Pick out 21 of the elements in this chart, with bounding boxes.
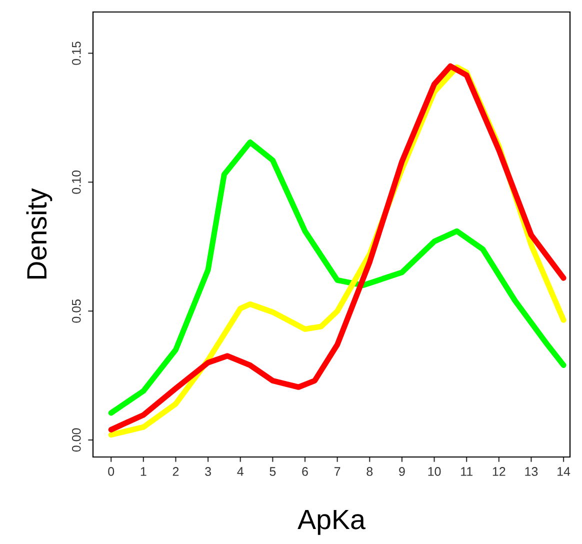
y-tick-label: 0.15 [72, 42, 81, 65]
x-tick-label: 9 [399, 467, 405, 476]
y-tick-label: 0.05 [72, 299, 81, 323]
x-tick-label: 13 [525, 467, 538, 476]
x-axis-title: ApKa [298, 510, 366, 535]
x-tick-label: 14 [558, 467, 570, 476]
x-tick-label: 10 [428, 467, 441, 476]
x-tick-label: 11 [461, 467, 472, 476]
x-tick-label: 1 [140, 467, 146, 476]
x-tick-label: 3 [205, 467, 211, 476]
x-tick-label: 0 [108, 467, 114, 476]
x-tick-label: 4 [237, 467, 244, 476]
x-tick-label: 5 [270, 467, 276, 476]
x-tick-label: 12 [492, 467, 506, 476]
y-tick-label: 0.00 [72, 428, 81, 452]
x-tick-label: 8 [366, 467, 373, 476]
x-tick-label: 7 [334, 467, 340, 476]
y-axis-title: Density [26, 188, 52, 279]
y-tick-label: 0.10 [72, 170, 81, 194]
x-tick-label: 6 [302, 467, 308, 476]
x-tick-label: 2 [172, 467, 179, 476]
